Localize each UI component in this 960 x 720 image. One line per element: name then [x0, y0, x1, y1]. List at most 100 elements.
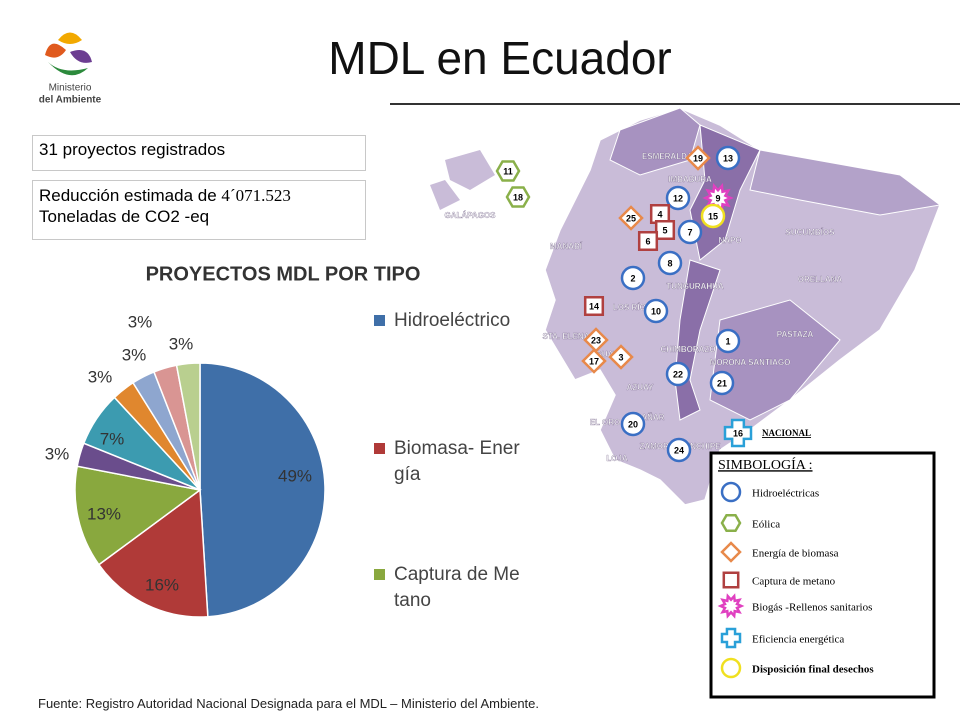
map-marker	[505, 186, 531, 208]
symbol-label: Eólica	[752, 519, 780, 531]
data-label: 3%	[45, 444, 70, 463]
map-marker	[495, 160, 521, 182]
region-label: AZUAY	[627, 383, 654, 392]
region-label: CAÑAR	[636, 413, 665, 422]
data-label: 3%	[128, 312, 153, 331]
map-marker	[581, 348, 607, 374]
marker-label: 17	[589, 356, 599, 366]
marker-label: 2	[630, 273, 635, 283]
symbol-icon	[720, 627, 742, 649]
marker-label: 15	[708, 211, 718, 221]
data-label: 16%	[145, 575, 179, 594]
symbol-icon	[717, 593, 745, 619]
map-marker	[637, 230, 659, 252]
region-label: IMBABURA	[668, 175, 712, 184]
legend-entry: Hidroeléctrico	[374, 308, 524, 334]
logo-text: del Ambiente	[39, 95, 102, 106]
logo-text: Ministerio	[49, 83, 92, 94]
pie-slice	[97, 488, 209, 618]
region-label: LOS RÍOS	[613, 303, 652, 312]
marker-label: 7	[687, 227, 692, 237]
marker-label: 4	[657, 209, 662, 219]
marker-label: 8	[667, 258, 672, 268]
legend-label: Hidroeléctrico	[394, 310, 511, 331]
region-label: SUCUMBÍOS	[786, 228, 836, 237]
symbol-label: Energía de biomasa	[752, 548, 839, 560]
map-marker	[620, 265, 646, 291]
region-label: GALÁPAGOS	[445, 211, 497, 220]
marker-label: 13	[723, 153, 733, 163]
map-marker	[608, 344, 634, 370]
symbol-icon	[722, 571, 740, 589]
marker-label: 19	[693, 153, 703, 163]
marker-label: 16	[733, 428, 743, 438]
info-amount: 4´071.523	[221, 186, 291, 205]
region-label: LOJA	[606, 454, 628, 463]
legend-swatch	[374, 569, 385, 580]
symbol-label: Disposición final desechos	[752, 664, 874, 676]
slide-title: MDL en Ecuador	[328, 32, 671, 84]
legend-label: Captura de Metano	[394, 564, 520, 611]
legend-swatch	[374, 443, 385, 454]
symbol-icon	[720, 541, 742, 563]
symbol-icon	[720, 657, 742, 679]
map-marker	[700, 203, 726, 229]
region-label: ESMERALDAS	[642, 152, 699, 161]
legend-swatch	[374, 315, 385, 326]
map-marker	[618, 205, 644, 231]
symbol-icon	[720, 513, 742, 533]
map-marker	[685, 145, 711, 171]
map-marker	[709, 370, 735, 396]
map-marker	[620, 411, 646, 437]
info-box: 31 proyectos registrados	[32, 135, 366, 171]
region-label: MORONA SANTIAGO	[710, 358, 791, 367]
marker-label: 1	[725, 336, 730, 346]
map-marker	[666, 437, 692, 463]
marker-label: 25	[626, 213, 636, 223]
symbol-label: Hidroeléctricas	[752, 488, 819, 500]
pie-slice	[74, 465, 202, 566]
symbology-title: SIMBOLOGÍA :	[718, 456, 813, 473]
map-marker	[677, 219, 703, 245]
marker-label: 12	[673, 193, 683, 203]
pie-slice	[199, 362, 326, 618]
legend-entry: Captura de Metano	[374, 562, 524, 614]
symbol-label: Captura de metano	[752, 576, 836, 588]
marker-label: 22	[673, 369, 683, 379]
pie-slice	[175, 362, 201, 491]
marker-label: 24	[674, 445, 684, 455]
marker-label: 11	[503, 166, 513, 176]
map-marker	[583, 295, 605, 317]
data-label: 7%	[100, 429, 125, 448]
map-marker	[715, 145, 741, 171]
marker-label: 14	[589, 301, 599, 311]
map-marker	[723, 418, 753, 448]
logo	[45, 32, 92, 76]
marker-label: 23	[591, 335, 601, 345]
symbol-label: Biogás -Rellenos sanitarios	[752, 602, 872, 614]
chart-title: PROYECTOS MDL POR TIPO	[146, 263, 421, 285]
region-label: NAPO	[718, 236, 741, 245]
marker-label: 6	[645, 236, 650, 246]
info-text: Toneladas de CO2 -eq	[39, 207, 210, 226]
legend-entry: Biomasa- Energía	[374, 436, 524, 488]
marker-label: 18	[513, 192, 523, 202]
marker-label: 9	[715, 193, 720, 203]
info-text: Reducción estimada de	[39, 186, 217, 205]
region-label: PASTAZA	[777, 330, 814, 339]
region-label: EL ORO	[590, 418, 621, 427]
symbology-box	[709, 451, 936, 699]
symbol-icon	[720, 481, 742, 503]
map-marker	[657, 250, 683, 276]
map-marker	[715, 328, 741, 354]
marker-label: 3	[618, 352, 623, 362]
region-label: ORELLANA	[798, 275, 843, 284]
marker-label: 10	[651, 306, 661, 316]
symbol-label: Eficiencia energética	[752, 634, 844, 646]
legend-label: Biomasa- Energía	[394, 438, 520, 485]
marker-label: 5	[662, 225, 667, 235]
map-marker	[665, 361, 691, 387]
map-marker	[643, 298, 669, 324]
data-label: 13%	[87, 504, 121, 523]
